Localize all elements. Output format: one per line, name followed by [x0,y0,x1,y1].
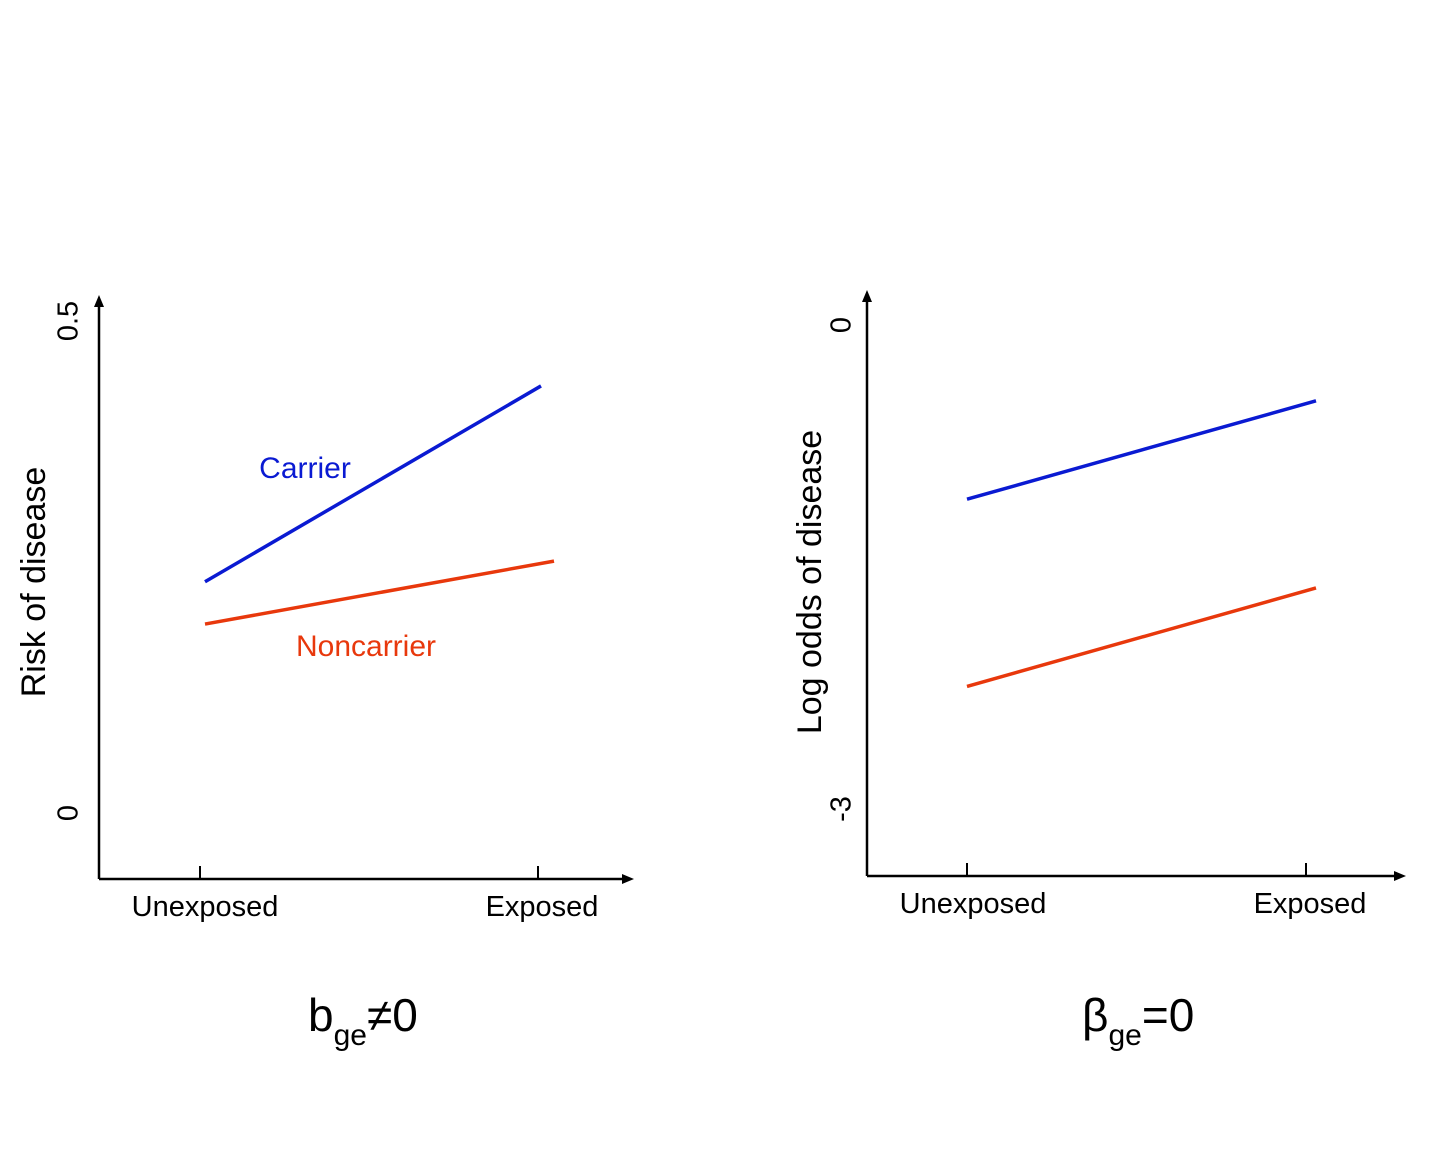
right-y-tick-label: 0 [826,317,858,333]
caption-left-sub: ge [333,1019,367,1052]
left-noncarrier-line [204,559,555,626]
caption-left-rest: ≠0 [366,989,418,1041]
caption-right-rest: =0 [1141,989,1195,1041]
left-y-tick-label: 0.5 [53,301,85,341]
right-panel-caption: βge=0 [1082,988,1194,1053]
left-y-axis-arrow [94,295,104,307]
left-y-axis-label: Risk of disease [15,467,53,698]
caption-right-main: β [1082,989,1109,1041]
left-x-tick-label: Exposed [486,891,599,923]
left-noncarrier-label: Noncarrier [296,630,436,663]
right-y-axis-label: Log odds of disease [791,430,829,734]
right-series-2-line [966,586,1317,689]
left-panel-caption: bge≠0 [308,988,418,1053]
left-x-tick-label: Unexposed [132,891,279,923]
caption-right-sub: ge [1108,1019,1142,1052]
right-x-tick-label: Exposed [1254,888,1367,920]
left-y-tick-label: 0 [53,805,85,821]
right-x-tick-label: Unexposed [900,888,1047,920]
caption-left-main: b [308,989,334,1041]
right-series-1-line [966,399,1317,501]
left-x-axis-arrow [622,874,634,884]
right-x-axis-arrow [1394,871,1406,881]
right-y-tick-label: -3 [826,796,858,822]
left-carrier-line [204,384,542,584]
left-carrier-label: Carrier [259,452,351,485]
right-y-axis-arrow [862,290,872,302]
